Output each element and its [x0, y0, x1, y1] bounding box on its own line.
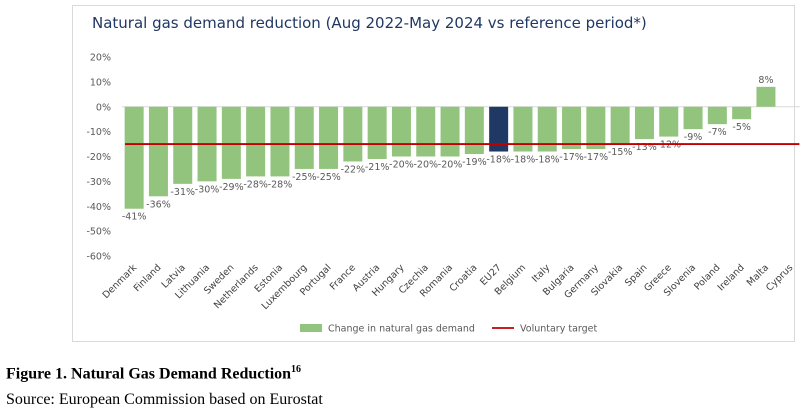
bar: [148, 106, 168, 197]
category-label: Ireland: [716, 262, 747, 293]
bar: [319, 106, 339, 169]
bar: [246, 106, 266, 177]
y-tick-label: -10%: [86, 127, 111, 138]
data-label: -18%: [511, 155, 536, 166]
legend-label-target: Voluntary target: [520, 324, 598, 335]
y-tick-label: -50%: [86, 227, 111, 238]
data-label: -17%: [559, 152, 584, 163]
bar: [343, 106, 363, 162]
data-label: -28%: [243, 179, 268, 190]
y-tick-label: 20%: [90, 53, 111, 64]
y-tick-label: -20%: [86, 152, 111, 163]
data-label: -7%: [708, 127, 727, 138]
bar: [489, 106, 509, 152]
legend-swatch-demand: [300, 324, 322, 332]
bar: [732, 106, 752, 120]
caption-text: Figure 1. Natural Gas Demand Reduction: [6, 365, 292, 383]
bar: [294, 106, 314, 169]
bar: [464, 106, 484, 155]
bar: [537, 106, 557, 152]
data-label: -36%: [146, 199, 171, 210]
data-label: -28%: [268, 179, 293, 190]
data-label: -18%: [535, 155, 560, 166]
bar: [586, 106, 606, 150]
bar: [756, 86, 776, 107]
bar: [391, 106, 411, 157]
data-label: -29%: [219, 182, 244, 193]
y-tick-label: -40%: [86, 202, 111, 213]
data-label: -15%: [608, 147, 633, 158]
chart-title: Natural gas demand reduction (Aug 2022-M…: [92, 14, 647, 32]
y-tick-label: 10%: [90, 77, 111, 88]
bar: [124, 106, 144, 209]
chart-frame: [72, 5, 795, 342]
bar: [610, 106, 630, 145]
category-label: Finland: [132, 262, 164, 294]
caption-footnote: 16: [291, 364, 302, 375]
data-label: -41%: [122, 212, 147, 223]
data-label: -13%: [632, 142, 657, 153]
data-label: -20%: [438, 160, 463, 171]
data-label: -12%: [656, 140, 681, 151]
data-label: -20%: [389, 160, 414, 171]
bar: [173, 106, 193, 184]
data-label: -17%: [584, 152, 609, 163]
data-label: -18%: [486, 155, 511, 166]
bar: [683, 106, 703, 130]
data-label: -5%: [732, 122, 751, 133]
data-label: -19%: [462, 157, 487, 168]
data-label: -30%: [195, 184, 220, 195]
bar: [634, 106, 654, 140]
legend-label-demand: Change in natural gas demand: [328, 324, 475, 335]
bar: [270, 106, 290, 177]
data-label: -25%: [316, 172, 341, 183]
y-tick-label: -60%: [86, 252, 111, 263]
y-tick-label: 0%: [96, 102, 111, 113]
bar: [221, 106, 241, 179]
bar: [562, 106, 582, 150]
y-tick-label: -30%: [86, 177, 111, 188]
bar: [440, 106, 460, 157]
category-label: Croatia: [448, 262, 480, 294]
bar: [707, 106, 727, 125]
figure-source: Source: European Commission based on Eur…: [6, 391, 323, 408]
bar: [513, 106, 533, 152]
category-label: Cyprus: [764, 262, 795, 293]
bar: [659, 106, 679, 137]
data-label: -21%: [365, 162, 390, 173]
data-label: 8%: [758, 75, 773, 86]
category-label: Denmark: [101, 262, 140, 301]
data-label: -31%: [170, 187, 195, 198]
data-label: -22%: [341, 164, 366, 175]
data-label: -9%: [684, 132, 703, 143]
bar: [367, 106, 387, 159]
data-label: -20%: [413, 160, 438, 171]
data-label: -25%: [292, 172, 317, 183]
figure-caption: Figure 1. Natural Gas Demand Reduction16: [6, 364, 301, 383]
bar: [416, 106, 436, 157]
